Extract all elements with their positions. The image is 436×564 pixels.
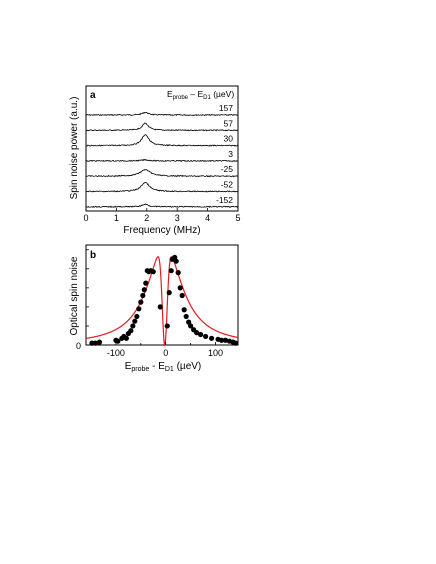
- b-xtick-label-1: 0: [163, 348, 168, 358]
- panel-a-x-ticks: 0 1 2 3 4 5: [83, 208, 241, 223]
- b-xlabel-sub-1: probe: [131, 366, 149, 373]
- data-point-22: [157, 304, 163, 310]
- data-point-34: [186, 319, 192, 325]
- data-point-46: [232, 340, 239, 346]
- legend-title-tail: (µeV): [211, 89, 234, 99]
- data-point-15: [140, 292, 146, 299]
- data-point-24: [166, 290, 172, 296]
- series-label--25: -25: [221, 164, 234, 174]
- data-point-35: [188, 323, 194, 329]
- series-label--52: -52: [221, 180, 234, 190]
- panel-b: b -100 0 100 0 Eprobe - ED1 (µeV) Optical …: [69, 244, 239, 373]
- series-label-57: 57: [224, 118, 234, 128]
- legend-title-sub-1: probe: [173, 95, 189, 101]
- a-xtick-label-0: 0: [83, 213, 88, 223]
- legend-title-sub-2: D1: [203, 95, 211, 101]
- data-point-7: [123, 335, 129, 341]
- data-point-23: [164, 323, 170, 329]
- data-point-43: [222, 337, 229, 343]
- panel-b-fit-curve: [85, 256, 239, 347]
- trace-3: [85, 158, 239, 162]
- data-point-33: [183, 313, 189, 320]
- data-point-40: [208, 335, 215, 341]
- b-xtick-label-0: -100: [107, 348, 125, 358]
- data-point-39: [203, 333, 209, 340]
- data-point-12: [134, 313, 140, 320]
- data-point-28: [173, 258, 179, 264]
- panel-b-label: b: [90, 250, 96, 261]
- a-xtick-label-3: 3: [175, 213, 180, 223]
- panel-a: a Eprobe – ED1 (µeV) 15757303-25-52-152 …: [69, 85, 241, 236]
- a-xtick-label-4: 4: [205, 213, 210, 223]
- data-point-14: [138, 299, 144, 305]
- trace--25: [85, 168, 239, 178]
- panel-a-series-labels: 157 57 30 3 -25 -52 -152: [216, 103, 233, 205]
- panel-b-data-points: [89, 254, 239, 346]
- panel-a-frame: [85, 85, 239, 212]
- data-point-32: [181, 307, 187, 313]
- panel-b-xlabel: Eprobe - ED1 (µeV): [125, 361, 202, 373]
- data-point-42: [218, 337, 225, 343]
- data-point-29: [175, 270, 181, 276]
- series-label-30: 30: [224, 134, 234, 144]
- trace--152: [85, 203, 239, 208]
- trace-57: [85, 122, 239, 132]
- data-point-9: [128, 328, 134, 334]
- a-xtick-label-2: 2: [144, 213, 149, 223]
- panel-a-label: a: [90, 90, 96, 101]
- data-point-16: [141, 287, 147, 293]
- data-point-2: [96, 339, 103, 345]
- legend-title-main-1: E: [167, 89, 173, 99]
- panel-a-traces: [85, 111, 239, 208]
- data-point-4: [115, 338, 121, 344]
- panel-b-ylabel: Optical spin noise: [69, 256, 80, 335]
- data-point-10: [130, 323, 136, 329]
- data-point-37: [194, 330, 200, 336]
- b-xlabel-sub-2: D1: [165, 366, 174, 373]
- data-point-1: [92, 340, 99, 346]
- trace-157: [85, 111, 239, 117]
- trace-30: [85, 134, 239, 147]
- b-xlabel-tail: (µeV): [174, 361, 201, 372]
- panel-a-ylabel: Spin noise power (a.u.): [69, 97, 80, 200]
- data-point-38: [198, 331, 204, 338]
- data-point-13: [136, 306, 142, 312]
- legend-title-mid: – E: [188, 89, 203, 99]
- data-point-11: [132, 318, 138, 324]
- panel-b-ticks: -100 0 100: [86, 249, 223, 358]
- a-xtick-label-5: 5: [235, 213, 240, 223]
- data-point-25: [168, 268, 174, 274]
- trace--52: [85, 181, 239, 193]
- series-label-3: 3: [228, 149, 233, 159]
- data-point-17: [143, 280, 149, 286]
- a-xtick-label-1: 1: [114, 213, 119, 223]
- b-xtick-label-2: 100: [208, 348, 223, 358]
- data-point-31: [179, 292, 185, 299]
- data-point-30: [177, 285, 183, 291]
- b-xlabel-main-1: E: [125, 361, 132, 372]
- series-label--152: -152: [216, 195, 233, 205]
- b-xlabel-mid: - E: [149, 361, 165, 372]
- panel-b-ytick-0: 0: [76, 341, 81, 351]
- series-label-157: 157: [219, 103, 233, 113]
- panel-b-frame: [85, 244, 239, 346]
- data-point-21: [150, 269, 156, 275]
- panel-a-xlabel: Frequency (MHz): [123, 225, 200, 236]
- panel-a-legend-title: Eprobe – ED1 (µeV): [167, 89, 234, 101]
